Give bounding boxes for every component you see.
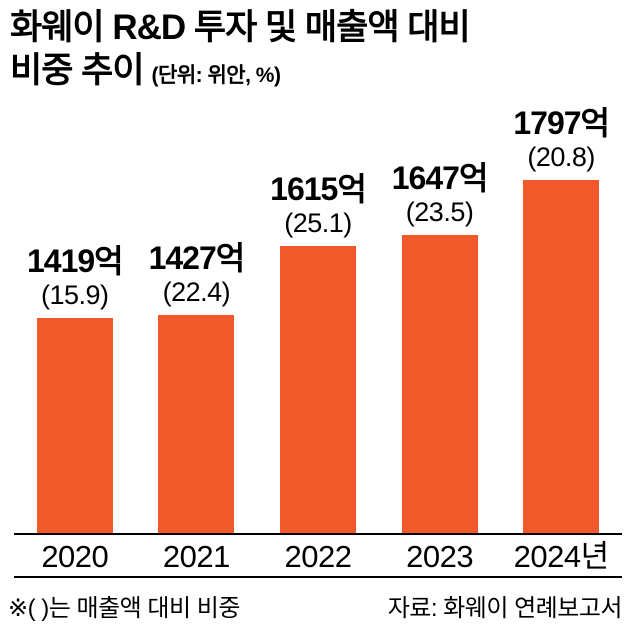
- x-tick-2022: 2022: [284, 539, 352, 574]
- bar-value-label: 1647억: [391, 160, 489, 196]
- x-axis: 2020 2021 2022 2023 2024년: [14, 537, 622, 578]
- bar-2023: [401, 235, 478, 533]
- bar-percent-label: (25.1): [284, 208, 352, 238]
- bar-percent-label: (23.5): [405, 197, 474, 227]
- bar-value-label: 1615억: [270, 171, 367, 207]
- chart-unit-note: (단위: 위안, %): [151, 64, 281, 87]
- bar-value-label: 1797억: [513, 105, 610, 141]
- bar-group-2023: 1647억 (23.5): [379, 92, 501, 533]
- chart-title-line2-text: 비중 추이: [10, 51, 145, 90]
- footnote: ※( )는 매출액 대비 비중: [8, 595, 240, 622]
- bar-group-2024년: 1797억 (20.8): [500, 92, 622, 533]
- bar-group-2022: 1615억 (25.1): [257, 92, 379, 533]
- bar-value-label: 1419억: [26, 243, 124, 279]
- bar-value-label: 1427억: [148, 240, 246, 276]
- bar-percent-label: (20.8): [527, 142, 595, 172]
- x-tick-2020: 2020: [41, 539, 109, 574]
- bar-2022: [279, 246, 356, 533]
- bar-chart: 1419억 (15.9) 1427억 (22.4) 1615억 (25.1) 1647억 (2…: [14, 92, 622, 535]
- bar-2024년: [523, 180, 600, 533]
- source-note: 자료: 화웨이 연례보고서: [387, 595, 623, 622]
- chart-footer: ※( )는 매출액 대비 비중 자료: 화웨이 연례보고서: [8, 588, 623, 623]
- x-tick-2023: 2023: [406, 539, 474, 574]
- bar-group-2020: 1419억 (15.9): [14, 92, 136, 533]
- chart-title-line2: 비중 추이 (단위: 위안, %): [10, 49, 630, 97]
- bar-2020: [36, 318, 113, 533]
- bar-percent-label: (15.9): [41, 280, 109, 310]
- x-tick-2021: 2021: [162, 539, 230, 574]
- bar-group-2021: 1427억 (22.4): [136, 92, 258, 533]
- chart-title-line1: 화웨이 R&D 투자 및 매출액 대비: [10, 8, 471, 47]
- chart-header: 화웨이 R&D 투자 및 매출액 대비 비중 추이 (단위: 위안, %): [10, 6, 630, 97]
- bar-percent-label: (22.4): [162, 277, 231, 307]
- bar-2021: [158, 315, 235, 533]
- x-tick-2024년: 2024년: [513, 539, 609, 574]
